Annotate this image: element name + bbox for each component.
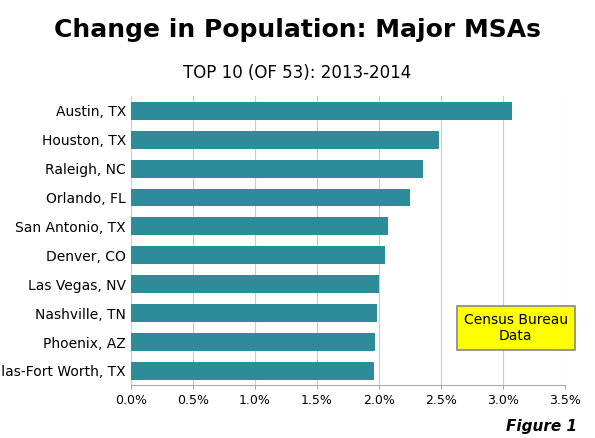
Bar (131, 218, 388, 235)
Text: TOP 10 (OF 53): 2013-2014: TOP 10 (OF 53): 2013-2014 (183, 64, 412, 81)
Bar (131, 276, 379, 293)
Text: Change in Population: Major MSAs: Change in Population: Major MSAs (54, 18, 541, 42)
Bar (131, 160, 422, 177)
Text: Figure 1: Figure 1 (506, 419, 577, 434)
Text: Census Bureau
Data: Census Bureau Data (464, 313, 568, 343)
Bar (131, 189, 410, 206)
Bar (131, 304, 377, 322)
Bar (131, 247, 386, 264)
Bar (131, 131, 439, 148)
Bar (131, 362, 374, 380)
Bar (131, 102, 512, 120)
Bar (131, 333, 375, 351)
